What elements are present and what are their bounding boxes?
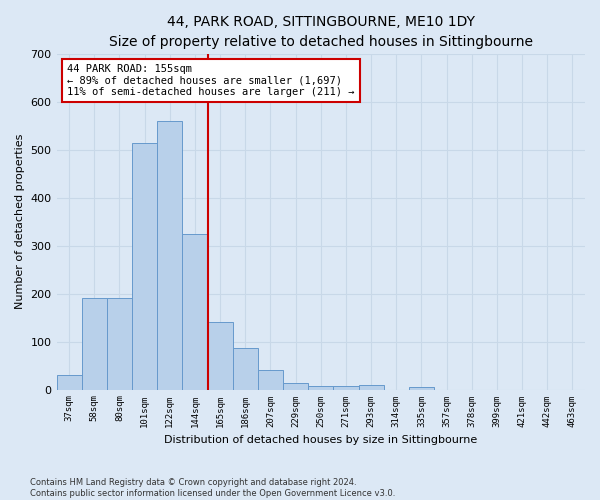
Bar [258, 370, 283, 390]
Bar [157, 121, 182, 390]
Bar [82, 298, 107, 390]
Bar [359, 385, 383, 390]
Bar [107, 298, 132, 390]
Bar [334, 386, 359, 390]
Bar [182, 234, 208, 390]
Bar [283, 384, 308, 390]
Bar [409, 386, 434, 390]
Text: 44 PARK ROAD: 155sqm
← 89% of detached houses are smaller (1,697)
11% of semi-de: 44 PARK ROAD: 155sqm ← 89% of detached h… [67, 64, 355, 97]
Y-axis label: Number of detached properties: Number of detached properties [15, 134, 25, 310]
Bar [56, 375, 82, 390]
Title: 44, PARK ROAD, SITTINGBOURNE, ME10 1DY
Size of property relative to detached hou: 44, PARK ROAD, SITTINGBOURNE, ME10 1DY S… [109, 15, 533, 48]
Bar [308, 386, 334, 390]
X-axis label: Distribution of detached houses by size in Sittingbourne: Distribution of detached houses by size … [164, 435, 478, 445]
Bar [208, 322, 233, 390]
Bar [233, 348, 258, 390]
Bar [132, 142, 157, 390]
Text: Contains HM Land Registry data © Crown copyright and database right 2024.
Contai: Contains HM Land Registry data © Crown c… [30, 478, 395, 498]
